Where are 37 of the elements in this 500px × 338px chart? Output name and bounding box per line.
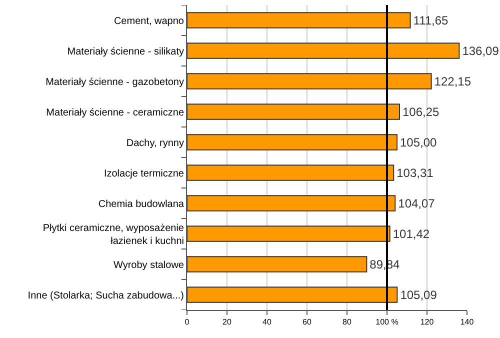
bar — [187, 256, 368, 272]
y-tick-label: Cement, wapno — [114, 16, 184, 27]
y-tick-label: Materiały ścienne - ceramiczne — [46, 107, 184, 118]
bar — [187, 104, 400, 120]
x-tick-label: 140 — [460, 318, 474, 327]
bar — [187, 195, 396, 212]
bar — [187, 134, 398, 150]
y-tick-label: Płytki ceramiczne, wyposażenie łazienek i kuchni — [42, 222, 184, 247]
bar — [187, 286, 398, 303]
y-tick-label: Materiały ścienne - gazobetony — [46, 76, 184, 88]
y-tick-label: Dachy, rynny — [126, 138, 184, 149]
data-label: 105,09 — [400, 288, 438, 302]
data-label: 106,25 — [402, 104, 440, 119]
data-label: 101,42 — [392, 226, 430, 241]
bar — [187, 42, 460, 59]
data-label: 122,15 — [434, 74, 472, 88]
data-label: 136,09 — [462, 44, 500, 58]
x-tick-label: 100 % — [376, 318, 398, 327]
x-tick-label: 20 — [222, 318, 232, 327]
bar — [187, 12, 411, 28]
y-tick-label: Chemia budowlana — [98, 198, 184, 210]
x-tick-label: 80 — [342, 318, 352, 327]
y-tick-label: Inne (Stolarka; Sucha zabudowa...) — [28, 290, 184, 302]
bar — [187, 226, 390, 242]
data-label: 105,00 — [400, 135, 438, 150]
y-tick-label: Izolacje termiczne — [104, 168, 184, 180]
y-tick-label: Materiały ścienne - silikaty — [67, 46, 184, 58]
data-label: 103,31 — [396, 166, 434, 180]
data-label: 111,65 — [413, 13, 449, 28]
x-tick-label: 0 — [184, 318, 190, 327]
bar — [187, 73, 432, 90]
x-tick-label: 120 — [420, 318, 434, 327]
bar — [187, 164, 394, 181]
x-tick-label: 60 — [302, 318, 312, 327]
x-tick-label: 40 — [262, 318, 272, 327]
data-label: 104,07 — [398, 196, 436, 210]
y-tick-label: Wyroby stalowe — [114, 260, 184, 271]
